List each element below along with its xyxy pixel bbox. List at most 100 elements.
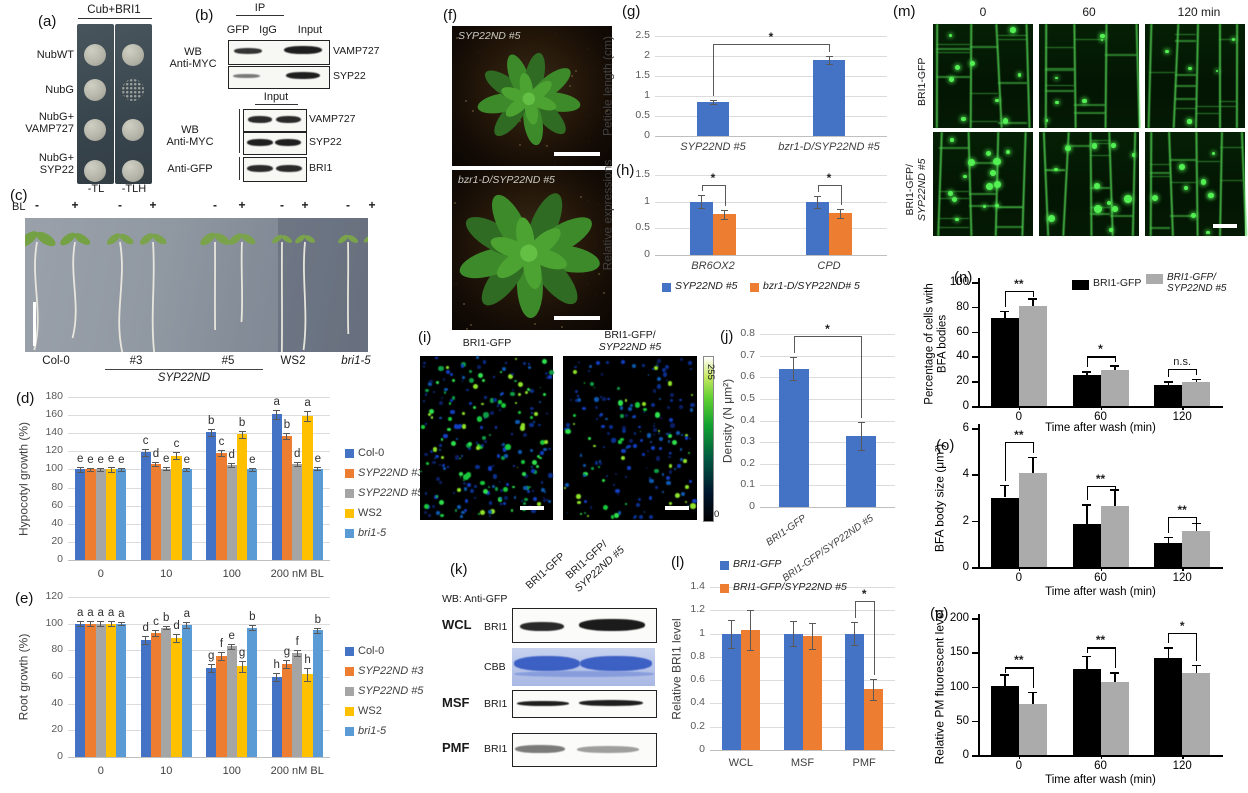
fluorescent-dot xyxy=(566,511,569,514)
bfa-body-dot xyxy=(1101,38,1104,41)
panel-c-seedling-photo: (c) BL - + - + - + - + - + Col-0 #3 #5 WS2 bri1-5 SYP22ND xyxy=(5,187,565,390)
y-tick-label: 0.5 xyxy=(635,221,650,234)
error-cap xyxy=(152,462,160,464)
fluorescent-dot xyxy=(652,425,655,428)
y-tick-label: 0 xyxy=(962,561,969,573)
soil-speckle xyxy=(455,282,458,285)
bar-g--bzr1-D/SYP22ND #5 xyxy=(813,60,845,136)
bfa-body-dot xyxy=(1215,69,1218,72)
panel-label-g: (g) xyxy=(622,3,641,20)
error-cap xyxy=(183,627,191,629)
fluorescent-dot xyxy=(518,450,523,455)
cell-wall xyxy=(1168,132,1174,236)
bar-h-SYP22ND #5-BR6OX2 xyxy=(690,201,713,255)
x-tick-mark xyxy=(1182,755,1184,759)
fluorescent-dot xyxy=(443,434,448,439)
x-tick-mark xyxy=(1018,567,1021,571)
x-tick-mark xyxy=(1018,406,1021,410)
bar-h-SYP22ND #5-CPD xyxy=(806,201,829,255)
rosette-drawing xyxy=(459,193,600,319)
panel-h-expression-chart: (h) 0 0.5 1 1.5 Relative expressions BR6OX2 CPD… xyxy=(600,160,910,345)
fluorescent-dot xyxy=(618,400,624,406)
cell-wall xyxy=(1175,40,1196,42)
bar-n-BRI1-GFP/ SYP22ND #5-120 xyxy=(1182,382,1211,406)
y-tick-mark xyxy=(972,282,978,284)
bar-d-SYP22ND #5-100 xyxy=(226,464,237,560)
fluorescent-dot xyxy=(530,406,534,410)
error-cap xyxy=(173,459,181,461)
bar-h-bzr1-D/SYP22ND# 5-CPD xyxy=(829,213,852,255)
cell-wall xyxy=(1104,54,1137,56)
cell-wall xyxy=(1218,105,1237,108)
bar-l-BRI1-GFP-PMF xyxy=(845,633,865,750)
sig-label: ** xyxy=(1014,427,1024,442)
fluorescent-dot xyxy=(659,436,664,441)
soil-speckle xyxy=(560,326,563,329)
sig-letter: f xyxy=(295,636,299,649)
bar-p-BRI1-GFP-120 xyxy=(1154,658,1183,755)
cell-wall xyxy=(939,226,970,229)
fluorescent-dot xyxy=(443,391,447,394)
soil-speckle xyxy=(605,109,608,112)
fluorescent-dot xyxy=(485,490,490,495)
error-cap xyxy=(1028,298,1038,300)
bfa-body-dot xyxy=(1002,118,1009,125)
error-bar xyxy=(1195,522,1198,532)
soil-speckle xyxy=(469,324,472,327)
bl-sign: + xyxy=(238,198,246,212)
bfa-body-dot xyxy=(1111,142,1116,148)
cell-wall xyxy=(1150,172,1171,174)
error-cap xyxy=(721,209,728,211)
legend-swatch xyxy=(662,283,671,292)
bar-d-bri1-5-0 xyxy=(116,469,127,560)
fluorescent-dot xyxy=(473,484,478,488)
legend-swatch xyxy=(720,584,729,593)
bfa-body-dot xyxy=(952,197,958,203)
fluorescent-dot xyxy=(507,374,513,380)
error-cap xyxy=(857,449,865,451)
cell-wall xyxy=(935,51,971,54)
sig-letter: e xyxy=(107,452,115,465)
bfa-body-dot xyxy=(1010,27,1016,33)
bar-p-BRI1-GFP/ SYP22ND #5-60 xyxy=(1100,682,1129,755)
y-tick-mark xyxy=(972,331,978,334)
sig-label: ** xyxy=(1014,276,1024,291)
fluorescent-dot xyxy=(649,478,654,484)
y-tick-label: 60 xyxy=(956,325,969,338)
bfa-body-dot xyxy=(1099,33,1105,39)
y-tick-label: 0 xyxy=(57,553,63,565)
gridline xyxy=(68,469,330,471)
fluorescent-dot xyxy=(632,515,636,519)
fluorescent-dot xyxy=(515,420,520,425)
fluorescent-dot xyxy=(513,496,516,499)
fluorescent-dot xyxy=(615,488,620,494)
fluorescent-dot xyxy=(434,457,437,460)
sig-bracket-leg xyxy=(1086,356,1088,368)
panel-f-rosette-photos: (f) SYP22ND #5 bzr1-D/SYP22ND #5 xyxy=(440,7,620,333)
fluorescent-dot xyxy=(496,404,500,408)
legend-label: bzr1-D/SYP22ND# 5 xyxy=(763,280,860,292)
bl-sign: - xyxy=(118,198,122,212)
error-bar xyxy=(89,467,91,472)
bfa-body-dot xyxy=(1232,37,1236,41)
error-cap xyxy=(789,620,797,622)
error-cap xyxy=(97,467,105,469)
fluorescent-dot xyxy=(677,464,681,468)
x-axis-title: Time after wash (min) xyxy=(1045,586,1156,598)
error-bar xyxy=(1086,371,1088,375)
protein-band xyxy=(514,656,580,671)
sig-letter: e xyxy=(314,452,322,465)
x-axis-title: Time after wash (min) xyxy=(1045,422,1156,434)
fluorescent-dot xyxy=(593,445,596,448)
band-label: VAMP727 xyxy=(309,113,356,125)
error-cap xyxy=(304,681,312,682)
fluorescent-dot xyxy=(497,402,500,406)
gridline xyxy=(760,463,895,465)
error-cap xyxy=(97,471,105,473)
fluorescent-dot xyxy=(572,370,577,375)
cell-wall xyxy=(1131,131,1136,237)
fluorescent-dot xyxy=(646,449,649,452)
cell-wall xyxy=(1219,146,1243,149)
bfa-body-dot xyxy=(989,170,996,176)
sig-bracket-leg xyxy=(1168,633,1170,644)
